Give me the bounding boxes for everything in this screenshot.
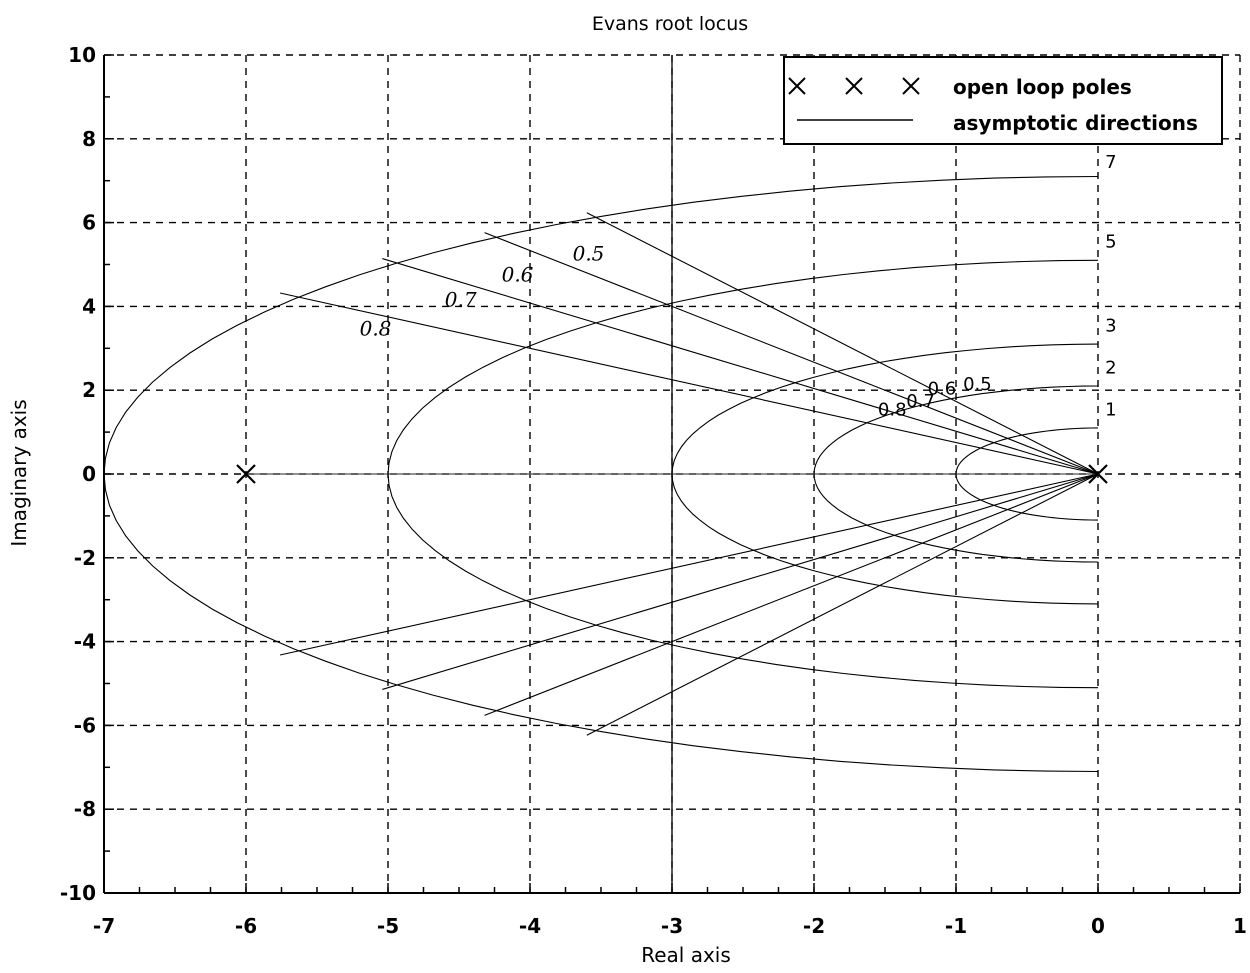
damping-label: 0.6 xyxy=(502,262,534,286)
damping-label-small: 0.6 xyxy=(928,378,957,399)
x-axis-label: Real axis xyxy=(641,943,731,967)
y-tick-label: -8 xyxy=(74,797,96,821)
wn-contour-label: 5 xyxy=(1105,232,1116,253)
wn-contour xyxy=(671,343,1099,605)
wn-contour-label: 1 xyxy=(1105,399,1116,420)
annotations: 0.50.60.70.80.50.60.70.8 xyxy=(360,241,992,420)
x-tick-label: -2 xyxy=(803,914,825,938)
open-loop-pole-marker xyxy=(1088,464,1108,484)
legend-box xyxy=(783,56,1223,145)
damping-ray-upper xyxy=(484,232,1099,475)
open-loop-pole-marker xyxy=(236,464,256,484)
y-tick-label: 10 xyxy=(68,43,96,67)
legend: open loop poles asymptotic directions xyxy=(783,56,1223,145)
y-tick-label: 4 xyxy=(82,294,96,318)
y-tick-label: -2 xyxy=(74,546,96,570)
x-tick-label: -6 xyxy=(235,914,257,938)
y-tick-label: -6 xyxy=(74,713,96,737)
wn-contour-label: 3 xyxy=(1105,316,1116,337)
wn-contour xyxy=(955,427,1099,521)
y-axis-label: Imaginary axis xyxy=(7,399,31,546)
x-tick-label: -1 xyxy=(945,914,967,938)
wn-contour xyxy=(387,259,1099,689)
x-tick-label: -5 xyxy=(377,914,399,938)
damping-ray-lower xyxy=(382,473,1099,690)
axes xyxy=(103,54,1241,894)
damping-label: 0.5 xyxy=(573,241,605,265)
damping-label-small: 0.8 xyxy=(878,399,907,420)
y-tick-label: -4 xyxy=(74,630,96,654)
x-tick-label: -3 xyxy=(661,914,683,938)
x-tick-label: -4 xyxy=(519,914,541,938)
damping-ray-lower xyxy=(279,473,1099,656)
legend-label-asymptote: asymptotic directions xyxy=(953,111,1198,135)
wn-contour xyxy=(813,385,1099,563)
legend-marker-poles xyxy=(788,77,920,95)
chart-title: Evans root locus xyxy=(592,13,748,35)
y-tick-label: 0 xyxy=(82,462,96,486)
damping-label: 0.8 xyxy=(360,317,392,341)
y-tick-label: 6 xyxy=(82,211,96,235)
damping-ray-upper xyxy=(279,292,1099,475)
wn-contour-label: 7 xyxy=(1105,152,1116,173)
wn-contour-label: 2 xyxy=(1105,357,1116,378)
damping-ray-lower xyxy=(586,473,1099,736)
x-tick-label: 1 xyxy=(1233,914,1247,938)
damping-ray-lower xyxy=(484,473,1099,716)
y-tick-label: 8 xyxy=(82,127,96,151)
x-tick-label: 0 xyxy=(1091,914,1105,938)
locus-curves: 7 5 3 2 1 xyxy=(103,55,1117,893)
y-tick-label: -10 xyxy=(60,881,96,905)
damping-ray-upper xyxy=(382,258,1099,475)
x-tick-label: -7 xyxy=(93,914,115,938)
damping-label: 0.7 xyxy=(445,287,477,311)
damping-label-small: 0.5 xyxy=(963,374,992,395)
legend-label-poles: open loop poles xyxy=(953,75,1132,99)
y-tick-label: 2 xyxy=(82,378,96,402)
damping-label-small: 0.7 xyxy=(906,391,935,412)
damping-ray-upper xyxy=(586,212,1099,475)
